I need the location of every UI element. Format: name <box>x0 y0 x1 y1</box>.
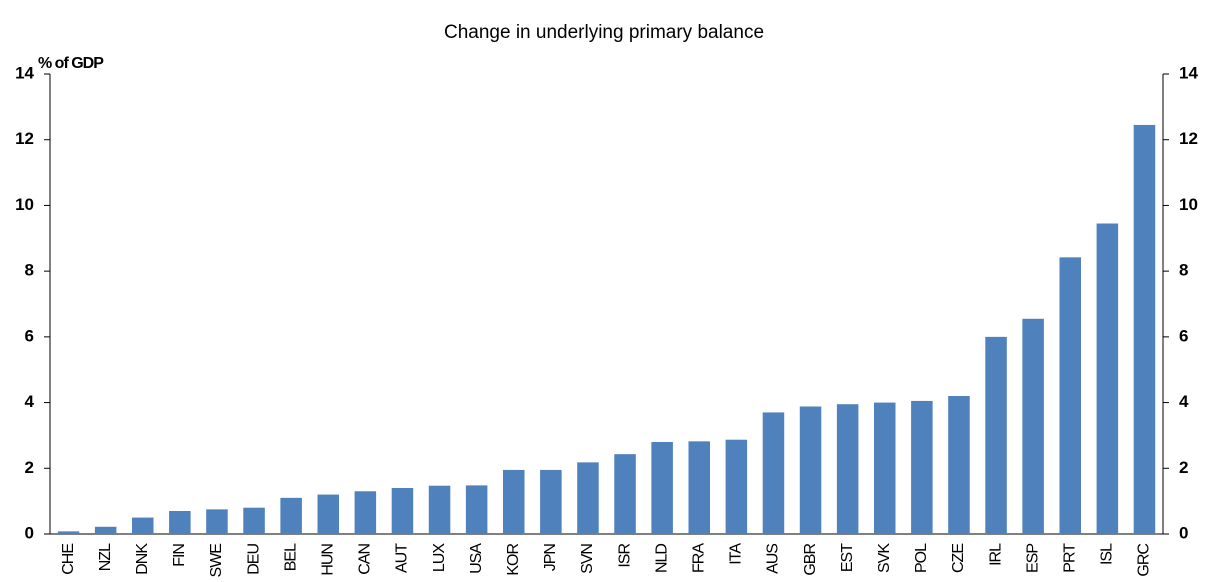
x-tick-label: FRA <box>690 543 707 573</box>
bar <box>985 336 1007 534</box>
x-tick-label: DNK <box>134 543 151 575</box>
x-tick-label: LUX <box>431 543 448 572</box>
bar <box>948 396 970 534</box>
chart-title: Change in underlying primary balance <box>444 22 764 43</box>
y-tick-label: 2 <box>25 458 34 477</box>
bar <box>651 442 673 534</box>
x-tick-label: POL <box>913 543 930 573</box>
bar <box>725 439 748 534</box>
y-tick-label: 12 <box>15 129 34 148</box>
x-tick-label: GRC <box>1136 544 1153 577</box>
x-tick-label: IRL <box>987 543 1004 566</box>
y-axis-label: % of GDP <box>38 55 104 72</box>
bar <box>317 494 340 534</box>
x-tick-label: PRT <box>1061 543 1078 573</box>
bar <box>502 469 525 534</box>
x-tick-label: CZE <box>950 544 967 573</box>
y2-tick-label: 4 <box>1179 392 1189 411</box>
x-tick-label: CAN <box>357 544 374 575</box>
bar <box>94 526 117 534</box>
bar <box>206 509 228 534</box>
x-tick-label: HUN <box>319 544 336 576</box>
bar <box>391 488 414 534</box>
bar <box>762 412 785 534</box>
bar <box>1022 318 1044 534</box>
bar <box>799 406 822 534</box>
x-tick-label: AUS <box>765 544 782 574</box>
bar <box>131 517 154 534</box>
bar <box>1133 124 1156 534</box>
bar <box>280 497 302 534</box>
x-tick-label: ITA <box>728 543 745 565</box>
x-tick-label: SVK <box>876 543 893 573</box>
bar <box>57 531 80 534</box>
bar <box>614 454 636 534</box>
x-tick-label: SWE <box>208 544 225 578</box>
bar <box>1096 223 1119 534</box>
y2-tick-label: 2 <box>1179 458 1188 477</box>
bar <box>1059 257 1082 534</box>
y2-tick-label: 0 <box>1179 523 1188 542</box>
bar <box>540 469 562 534</box>
bar <box>428 485 451 534</box>
y2-tick-label: 8 <box>1179 261 1188 280</box>
x-tick-label: BEL <box>282 543 299 571</box>
x-tick-label: GBR <box>802 544 819 576</box>
bar <box>688 441 711 534</box>
bar <box>911 400 933 534</box>
bar <box>354 491 377 534</box>
x-tick-label: JPN <box>542 544 559 572</box>
y2-tick-label: 14 <box>1179 63 1198 82</box>
bar <box>243 507 265 534</box>
x-tick-label: USA <box>468 543 485 574</box>
x-tick-label: DEU <box>245 544 262 575</box>
bar <box>465 485 488 534</box>
y-tick-label: 0 <box>25 523 34 542</box>
x-tick-label: CHE <box>60 544 77 575</box>
x-tick-label: SVN <box>579 544 596 574</box>
x-tick-label: ISL <box>1099 543 1116 565</box>
x-tick-label: KOR <box>505 544 522 576</box>
bar <box>836 404 859 534</box>
x-tick-label: AUT <box>394 543 411 573</box>
y-tick-label: 10 <box>15 195 34 214</box>
y-tick-label: 8 <box>25 261 34 280</box>
x-tick-label: EST <box>839 543 856 572</box>
x-tick-label: ESP <box>1024 544 1041 573</box>
x-tick-label: ISR <box>616 544 633 568</box>
x-tick-label: NZL <box>97 543 114 571</box>
y-tick-label: 4 <box>25 392 35 411</box>
y2-tick-label: 6 <box>1179 326 1188 345</box>
y2-tick-label: 12 <box>1179 129 1198 148</box>
y2-tick-label: 10 <box>1179 195 1198 214</box>
x-tick-label: NLD <box>653 544 670 573</box>
bar <box>873 402 896 534</box>
y-tick-label: 14 <box>15 63 34 82</box>
bar <box>169 511 191 534</box>
x-tick-label: FIN <box>171 544 188 567</box>
bar <box>577 462 599 534</box>
y-tick-label: 6 <box>25 326 34 345</box>
